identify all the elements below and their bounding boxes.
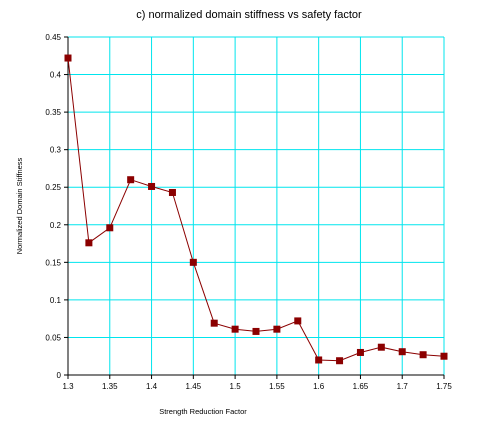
y-tick-label: 0.35: [45, 108, 61, 117]
chart-title: c) normalized domain stiffness vs safety…: [136, 9, 362, 21]
x-tick-label: 1.65: [353, 382, 369, 391]
x-tick-label: 1.3: [62, 382, 74, 391]
data-point: [419, 351, 427, 359]
data-point: [85, 239, 93, 247]
x-tick-label: 1.4: [146, 382, 158, 391]
data-point: [252, 327, 260, 335]
data-point: [231, 325, 239, 333]
x-tick-label: 1.6: [313, 382, 325, 391]
data-series: [64, 54, 448, 365]
y-tick-label: 0.05: [45, 333, 61, 342]
y-axis-label: Normalized Domain Stiffness: [15, 157, 24, 254]
y-tick-label: 0.1: [50, 296, 62, 305]
y-tick-labels: 0 0.05 0.1 0.15 0.2 0.25 0.3 0.35 0.4 0.45: [45, 33, 61, 380]
data-point: [106, 224, 114, 232]
data-point: [127, 176, 135, 184]
data-point: [377, 343, 385, 351]
x-tick-label: 1.45: [186, 382, 202, 391]
data-point: [273, 325, 281, 333]
y-tick-label: 0.3: [50, 146, 62, 155]
y-tick-label: 0.15: [45, 258, 61, 267]
x-tick-label: 1.7: [397, 382, 409, 391]
data-point: [148, 182, 156, 190]
y-tick-label: 0.45: [45, 33, 61, 42]
x-tick-label: 1.55: [269, 382, 285, 391]
data-point: [168, 188, 176, 196]
data-point: [336, 357, 344, 365]
grid-lines: [67, 36, 445, 376]
data-point: [315, 356, 323, 364]
data-point: [210, 319, 218, 327]
data-point: [398, 348, 406, 356]
data-point: [189, 258, 197, 266]
y-tick-label: 0.2: [50, 221, 62, 230]
axes: [64, 36, 445, 379]
y-tick-label: 0.25: [45, 183, 61, 192]
y-tick-label: 0.4: [50, 71, 62, 80]
data-point: [294, 317, 302, 325]
x-tick-label: 1.5: [230, 382, 242, 391]
y-tick-label: 0: [57, 371, 62, 380]
data-point: [356, 348, 364, 356]
x-axis-label: Strength Reduction Factor: [159, 407, 247, 416]
series-line: [67, 57, 445, 362]
x-tick-labels: 1.3 1.35 1.4 1.45 1.5 1.55 1.6 1.65 1.7 1.75: [62, 382, 452, 391]
x-tick-label: 1.75: [436, 382, 452, 391]
data-point: [64, 54, 72, 62]
x-tick-label: 1.35: [102, 382, 118, 391]
data-point: [440, 352, 448, 360]
